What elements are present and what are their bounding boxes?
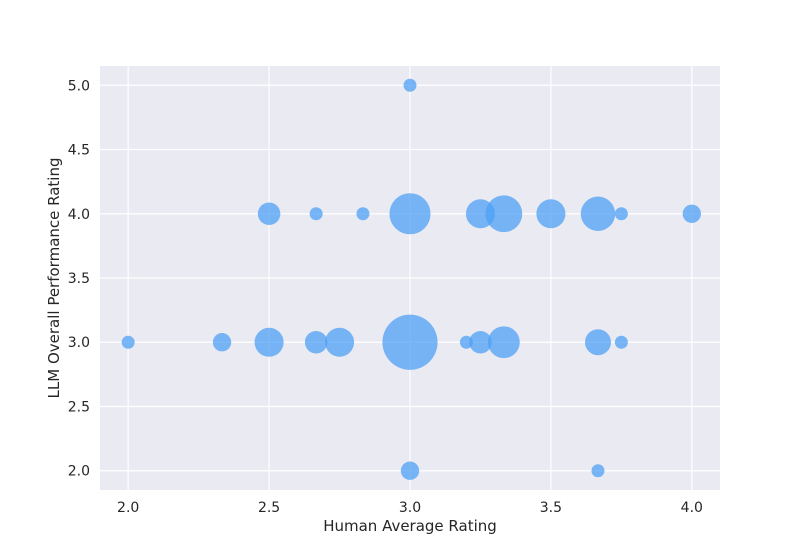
data-point — [325, 327, 355, 357]
data-points — [121, 78, 702, 480]
y-tick-label: 2.0 — [68, 464, 90, 480]
data-point — [382, 314, 438, 370]
y-tick-label: 4.5 — [68, 143, 90, 159]
data-point — [614, 207, 628, 221]
data-point — [536, 199, 566, 229]
x-axis-label: Human Average Rating — [323, 517, 497, 535]
y-tick-labels: 2.0 2.5 3.0 3.5 4.0 4.5 5.0 — [68, 78, 90, 479]
data-point — [614, 335, 628, 349]
data-point — [403, 78, 417, 92]
x-tick-labels: 2.0 2.5 3.0 3.5 4.0 — [117, 500, 703, 516]
x-tick-label: 3.5 — [540, 500, 562, 516]
y-tick-label: 2.5 — [68, 399, 90, 415]
data-point — [487, 326, 520, 359]
y-tick-label: 3.5 — [68, 271, 90, 287]
x-tick-label: 3.0 — [399, 500, 421, 516]
data-point — [212, 333, 232, 352]
data-point — [304, 330, 328, 354]
y-tick-label: 3.0 — [68, 335, 90, 351]
y-tick-label: 4.0 — [68, 207, 90, 223]
data-point — [257, 202, 281, 226]
data-point — [459, 335, 473, 349]
data-point — [309, 207, 323, 221]
data-point — [591, 464, 605, 478]
y-tick-label: 5.0 — [68, 78, 90, 94]
x-tick-label: 4.0 — [681, 500, 703, 516]
data-point — [465, 199, 495, 229]
data-point — [121, 335, 135, 349]
data-point — [400, 461, 420, 480]
data-point — [254, 327, 284, 357]
data-point — [469, 330, 492, 354]
data-point — [356, 207, 370, 221]
data-point — [584, 329, 611, 356]
data-point — [580, 196, 616, 231]
data-point — [682, 204, 702, 223]
x-tick-label: 2.5 — [258, 500, 280, 516]
y-axis-label: LLM Overall Performance Rating — [45, 158, 63, 399]
x-tick-label: 2.0 — [117, 500, 139, 516]
data-point — [485, 195, 523, 233]
data-point — [389, 193, 431, 235]
